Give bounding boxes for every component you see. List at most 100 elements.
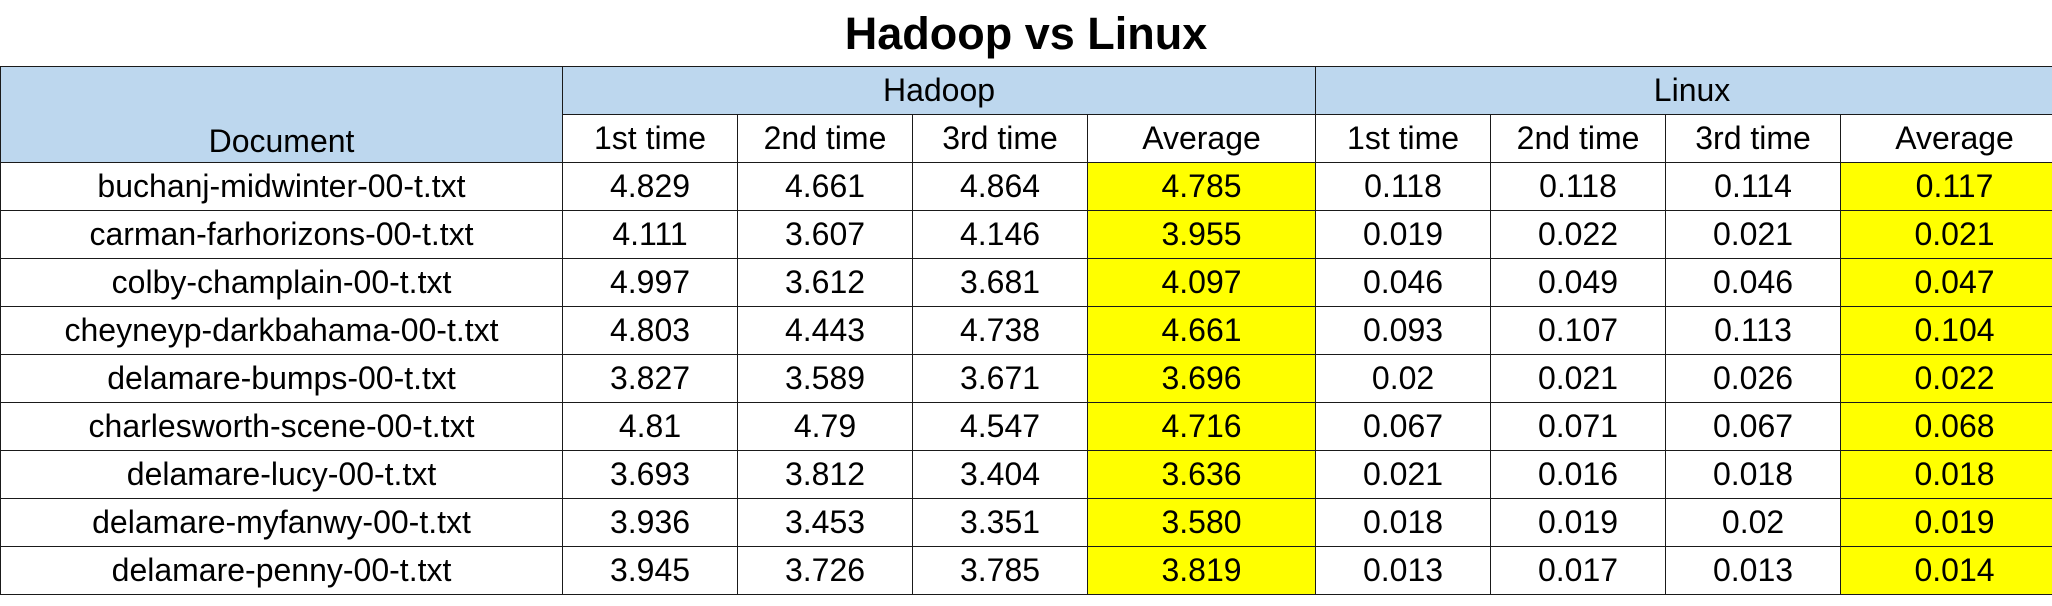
linux-3rd-time-cell: 0.013 bbox=[1665, 546, 1842, 595]
hadoop-3rd-time-header: 3rd time bbox=[912, 114, 1088, 163]
hadoop-3rd-time-cell: 3.681 bbox=[912, 258, 1088, 307]
linux-average-cell: 0.014 bbox=[1840, 546, 2052, 595]
hadoop-1st-time-cell: 3.936 bbox=[562, 498, 738, 547]
document-cell: charlesworth-scene-00-t.txt bbox=[0, 402, 563, 451]
linux-1st-time-cell: 0.02 bbox=[1315, 354, 1492, 403]
hadoop-3rd-time-cell: 4.864 bbox=[912, 162, 1088, 211]
hadoop-average-cell: 3.580 bbox=[1086, 498, 1317, 547]
hadoop-average-cell: 3.955 bbox=[1086, 210, 1317, 259]
hadoop-1st-time-cell: 4.81 bbox=[562, 402, 738, 451]
hadoop-2nd-time-cell: 3.812 bbox=[737, 450, 913, 499]
table-row: buchanj-midwinter-00-t.txt 4.829 4.661 4… bbox=[0, 162, 2052, 211]
hadoop-2nd-time-cell: 4.443 bbox=[737, 306, 913, 355]
document-cell: delamare-myfanwy-00-t.txt bbox=[0, 498, 563, 547]
hadoop-average-cell: 4.716 bbox=[1086, 402, 1317, 451]
hadoop-average-header: Average bbox=[1086, 114, 1317, 163]
linux-3rd-time-cell: 0.046 bbox=[1665, 258, 1842, 307]
linux-1st-time-cell: 0.021 bbox=[1315, 450, 1492, 499]
linux-1st-time-cell: 0.019 bbox=[1315, 210, 1492, 259]
hadoop-1st-time-header: 1st time bbox=[562, 114, 738, 163]
linux-2nd-time-cell: 0.049 bbox=[1490, 258, 1667, 307]
results-table: Document Hadoop Linux 1st time 2nd time … bbox=[0, 66, 2052, 595]
linux-2nd-time-cell: 0.107 bbox=[1490, 306, 1667, 355]
hadoop-1st-time-cell: 3.693 bbox=[562, 450, 738, 499]
hadoop-1st-time-cell: 4.829 bbox=[562, 162, 738, 211]
hadoop-3rd-time-cell: 4.547 bbox=[912, 402, 1088, 451]
linux-2nd-time-cell: 0.019 bbox=[1490, 498, 1667, 547]
hadoop-2nd-time-cell: 3.607 bbox=[737, 210, 913, 259]
hadoop-3rd-time-cell: 3.351 bbox=[912, 498, 1088, 547]
hadoop-2nd-time-cell: 4.661 bbox=[737, 162, 913, 211]
hadoop-3rd-time-cell: 4.146 bbox=[912, 210, 1088, 259]
linux-average-cell: 0.019 bbox=[1840, 498, 2052, 547]
linux-2nd-time-cell: 0.118 bbox=[1490, 162, 1667, 211]
linux-3rd-time-cell: 0.02 bbox=[1665, 498, 1842, 547]
table-row: delamare-myfanwy-00-t.txt 3.936 3.453 3.… bbox=[0, 498, 2052, 547]
linux-average-cell: 0.068 bbox=[1840, 402, 2052, 451]
linux-2nd-time-cell: 0.022 bbox=[1490, 210, 1667, 259]
hadoop-2nd-time-cell: 3.726 bbox=[737, 546, 913, 595]
hadoop-2nd-time-cell: 3.589 bbox=[737, 354, 913, 403]
document-cell: buchanj-midwinter-00-t.txt bbox=[0, 162, 563, 211]
hadoop-average-cell: 4.097 bbox=[1086, 258, 1317, 307]
table-row: delamare-penny-00-t.txt 3.945 3.726 3.78… bbox=[0, 546, 2052, 595]
document-cell: delamare-bumps-00-t.txt bbox=[0, 354, 563, 403]
hadoop-1st-time-cell: 4.997 bbox=[562, 258, 738, 307]
linux-3rd-time-cell: 0.113 bbox=[1665, 306, 1842, 355]
hadoop-2nd-time-cell: 4.79 bbox=[737, 402, 913, 451]
linux-average-cell: 0.021 bbox=[1840, 210, 2052, 259]
hadoop-group-header: Hadoop bbox=[561, 66, 1317, 115]
linux-3rd-time-cell: 0.067 bbox=[1665, 402, 1842, 451]
linux-2nd-time-header: 2nd time bbox=[1490, 114, 1667, 163]
linux-1st-time-cell: 0.118 bbox=[1315, 162, 1492, 211]
hadoop-average-cell: 4.785 bbox=[1086, 162, 1317, 211]
linux-2nd-time-cell: 0.071 bbox=[1490, 402, 1667, 451]
linux-average-header: Average bbox=[1840, 114, 2052, 163]
linux-1st-time-cell: 0.093 bbox=[1315, 306, 1492, 355]
hadoop-2nd-time-cell: 3.612 bbox=[737, 258, 913, 307]
linux-average-cell: 0.047 bbox=[1840, 258, 2052, 307]
hadoop-1st-time-cell: 4.111 bbox=[562, 210, 738, 259]
hadoop-2nd-time-cell: 3.453 bbox=[737, 498, 913, 547]
hadoop-average-cell: 3.696 bbox=[1086, 354, 1317, 403]
document-cell: delamare-penny-00-t.txt bbox=[0, 546, 563, 595]
linux-1st-time-cell: 0.067 bbox=[1315, 402, 1492, 451]
hadoop-3rd-time-cell: 3.671 bbox=[912, 354, 1088, 403]
hadoop-2nd-time-header: 2nd time bbox=[737, 114, 913, 163]
table-row: delamare-lucy-00-t.txt 3.693 3.812 3.404… bbox=[0, 450, 2052, 499]
linux-3rd-time-header: 3rd time bbox=[1665, 114, 1842, 163]
linux-2nd-time-cell: 0.017 bbox=[1490, 546, 1667, 595]
linux-3rd-time-cell: 0.021 bbox=[1665, 210, 1842, 259]
linux-average-cell: 0.117 bbox=[1840, 162, 2052, 211]
hadoop-1st-time-cell: 4.803 bbox=[562, 306, 738, 355]
hadoop-average-cell: 3.636 bbox=[1086, 450, 1317, 499]
hadoop-1st-time-cell: 3.827 bbox=[562, 354, 738, 403]
linux-3rd-time-cell: 0.114 bbox=[1665, 162, 1842, 211]
document-cell: carman-farhorizons-00-t.txt bbox=[0, 210, 563, 259]
linux-average-cell: 0.018 bbox=[1840, 450, 2052, 499]
hadoop-average-cell: 3.819 bbox=[1086, 546, 1317, 595]
linux-1st-time-cell: 0.013 bbox=[1315, 546, 1492, 595]
linux-2nd-time-cell: 0.016 bbox=[1490, 450, 1667, 499]
linux-average-cell: 0.104 bbox=[1840, 306, 2052, 355]
hadoop-1st-time-cell: 3.945 bbox=[562, 546, 738, 595]
table-row: delamare-bumps-00-t.txt 3.827 3.589 3.67… bbox=[0, 354, 2052, 403]
linux-1st-time-header: 1st time bbox=[1315, 114, 1492, 163]
table-row: colby-champlain-00-t.txt 4.997 3.612 3.6… bbox=[0, 258, 2052, 307]
hadoop-3rd-time-cell: 3.404 bbox=[912, 450, 1088, 499]
linux-1st-time-cell: 0.046 bbox=[1315, 258, 1492, 307]
linux-group-header: Linux bbox=[1315, 66, 2052, 115]
document-cell: colby-champlain-00-t.txt bbox=[0, 258, 563, 307]
hadoop-3rd-time-cell: 3.785 bbox=[912, 546, 1088, 595]
hadoop-average-cell: 4.661 bbox=[1086, 306, 1317, 355]
table-title: Hadoop vs Linux bbox=[844, 8, 1208, 59]
table-body: buchanj-midwinter-00-t.txt 4.829 4.661 4… bbox=[0, 162, 2052, 595]
document-header: Document bbox=[0, 66, 563, 163]
table-row: cheyneyp-darkbahama-00-t.txt 4.803 4.443… bbox=[0, 306, 2052, 355]
document-cell: cheyneyp-darkbahama-00-t.txt bbox=[0, 306, 563, 355]
linux-3rd-time-cell: 0.018 bbox=[1665, 450, 1842, 499]
table-row: charlesworth-scene-00-t.txt 4.81 4.79 4.… bbox=[0, 402, 2052, 451]
document-cell: delamare-lucy-00-t.txt bbox=[0, 450, 563, 499]
linux-1st-time-cell: 0.018 bbox=[1315, 498, 1492, 547]
linux-average-cell: 0.022 bbox=[1840, 354, 2052, 403]
